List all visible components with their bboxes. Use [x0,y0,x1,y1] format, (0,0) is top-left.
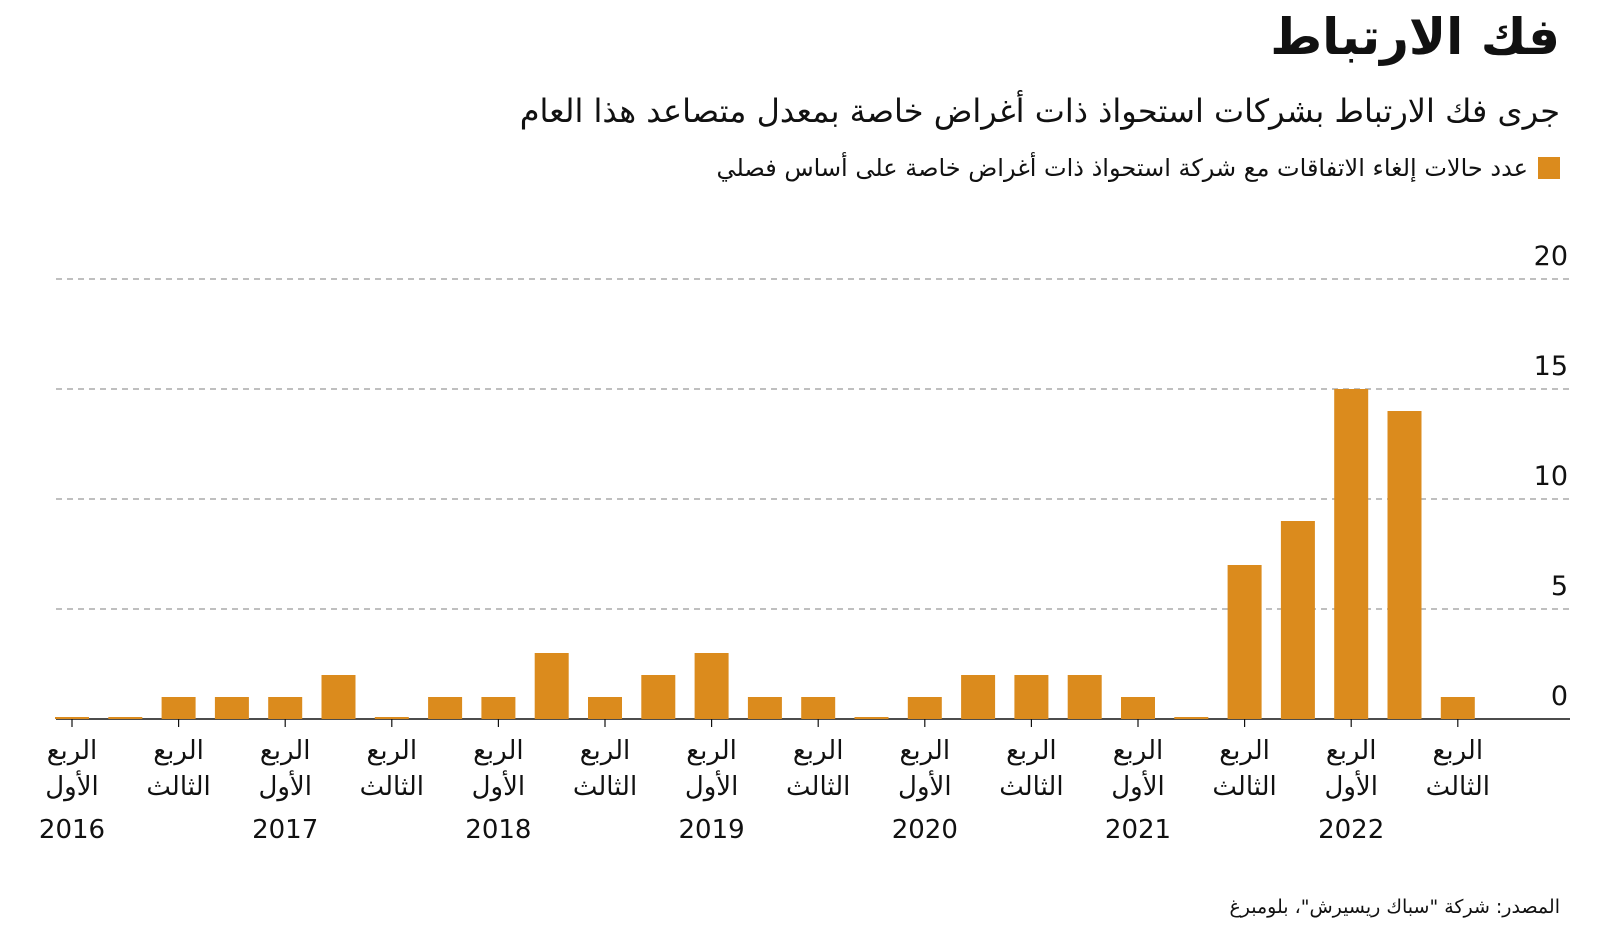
bar [907,697,942,719]
bar [108,717,143,719]
y-tick-label: 10 [1533,461,1568,492]
legend-swatch [1538,157,1560,179]
bar [481,697,516,719]
y-tick-label: 0 [1550,681,1568,712]
y-tick-label: 15 [1533,351,1568,382]
x-group-label: 2018 [465,815,532,845]
bar [747,697,782,719]
x-tick-label: الربع الأول [684,736,739,802]
source-note: المصدر: شركة "سباك ريسيرش"، بلومبرغ [1229,896,1560,918]
bar [1387,411,1422,719]
x-tick-label: الربع الثالث [146,736,211,802]
bar [321,675,356,719]
bar [588,697,622,719]
bar [641,675,676,719]
x-tick-label: الربع الثالث [572,736,638,802]
x-group-label: 2020 [891,815,958,845]
x-tick-label: الربع الثالث [1212,736,1277,802]
x-tick-label: الربع الأول [898,736,952,802]
bar [1174,717,1209,719]
bar [1067,675,1102,719]
legend-label: عدد حالات إلغاء الاتفاقات مع شركة استحوا… [716,154,1528,182]
x-tick-label: الربع الثالث [999,736,1064,802]
bar [1440,697,1475,719]
x-group-label: 2017 [252,815,319,845]
x-tick-label: الربع الثالث [786,736,851,802]
bar [428,697,463,719]
x-tick-label: الربع الثالث [1425,736,1490,802]
x-tick-label: الربع الثالث [359,736,424,802]
bar [214,697,249,719]
y-tick-label: 5 [1550,571,1568,602]
x-group-label: 2016 [38,815,106,845]
bar [374,717,409,719]
bar [161,697,196,719]
bar [55,717,89,719]
chart-subtitle: جرى فك الارتباط بشركات استحواذ ذات أغراض… [519,92,1560,130]
bar [534,653,569,719]
x-group-label: 2022 [1318,815,1385,845]
y-tick-label: 20 [1533,241,1568,272]
bar [1227,565,1262,719]
x-tick-label: الربع الأول [471,736,526,802]
x-tick-label: الربع الأول [1111,736,1165,802]
bar [961,675,996,719]
bar [1121,697,1155,719]
bar [801,697,836,719]
bar [854,717,889,719]
x-group-label: 2021 [1104,815,1172,845]
bar [1334,389,1369,719]
x-tick-label: الربع الأول [1324,736,1378,802]
bar [1014,675,1049,719]
bar [268,697,303,719]
x-tick-label: الربع الأول [45,736,99,802]
chart-title: فك الارتباط [1270,8,1560,66]
x-group-label: 2019 [678,815,745,845]
x-tick-label: الربع الأول [258,736,312,802]
legend: عدد حالات إلغاء الاتفاقات مع شركة استحوا… [716,154,1560,182]
bar [694,653,729,719]
bar [1280,521,1315,719]
